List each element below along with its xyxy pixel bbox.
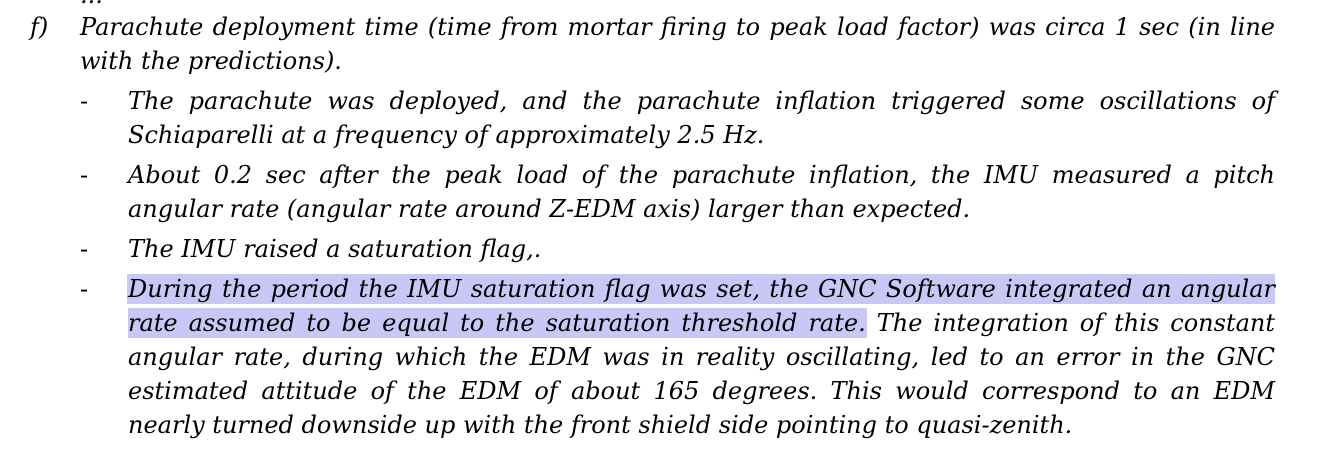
dash-marker: - bbox=[80, 275, 89, 303]
bullet-text: During the period the IMU saturation fla… bbox=[128, 272, 1275, 442]
item-f-text: Parachute deployment time (time from mor… bbox=[80, 13, 1275, 75]
bullet-item-parachute-inflation: - The parachute was deployed, and the pa… bbox=[80, 84, 1275, 152]
dash-marker: - bbox=[80, 235, 89, 263]
bullet-text: The parachute was deployed, and the para… bbox=[128, 87, 1275, 149]
bullet-item-gnc-integration: - During the period the IMU saturation f… bbox=[80, 272, 1275, 442]
bullet-text-remainder: The integration of this constant angular… bbox=[128, 309, 1276, 439]
sub-bullet-list: - The parachute was deployed, and the pa… bbox=[80, 84, 1275, 448]
cut-off-text: ... bbox=[80, 0, 103, 9]
item-marker-f: f) bbox=[30, 13, 49, 41]
cut-off-previous-line: ... bbox=[80, 0, 103, 12]
bullet-text: The IMU raised a saturation flag,. bbox=[128, 235, 542, 263]
dash-marker: - bbox=[80, 87, 89, 115]
bullet-item-saturation-flag: - The IMU raised a saturation flag,. bbox=[80, 232, 1275, 266]
dash-marker: - bbox=[80, 161, 89, 189]
bullet-item-imu-pitch-rate: - About 0.2 sec after the peak load of t… bbox=[80, 158, 1275, 226]
bullet-text: About 0.2 sec after the peak load of the… bbox=[128, 161, 1275, 223]
